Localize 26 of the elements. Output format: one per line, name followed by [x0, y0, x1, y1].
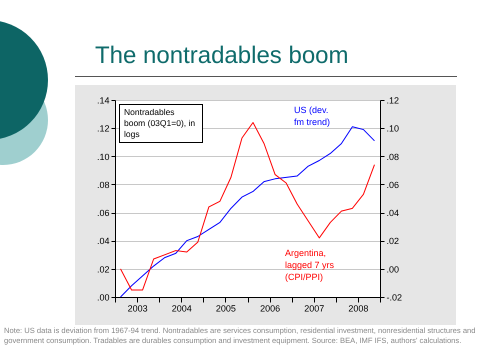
chart-title: The nontradables boom	[95, 42, 348, 70]
y-tick-label: .02	[96, 264, 110, 274]
x-tick-label: 2003	[128, 304, 148, 314]
x-tick-label: 2004	[172, 304, 192, 314]
y-tick-label: .04	[96, 236, 110, 246]
y-tick-label: .10	[96, 152, 110, 162]
x-tick-label: 2005	[216, 304, 236, 314]
y2-tick-label: .10	[386, 124, 400, 134]
y-tick-label: .08	[96, 180, 110, 190]
y-tick-label: .12	[96, 124, 110, 134]
x-tick-label: 2006	[260, 304, 280, 314]
y2-tick-label: .08	[386, 152, 400, 162]
note-box: Nontradables boom (03Q1=0), in logs	[119, 104, 203, 143]
y2-tick-label: -.02	[386, 292, 402, 302]
y-tick-label: .06	[96, 208, 110, 218]
y-tick-label: .14	[96, 96, 110, 106]
x-tick-label: 2007	[304, 304, 324, 314]
y2-tick-label: .00	[386, 264, 400, 274]
y-tick-label: .00	[96, 292, 110, 302]
text: US (dev. fm trend)	[294, 104, 332, 128]
y2-tick-label: .12	[386, 96, 400, 106]
series-label: Argentina, lagged 7 yrs (CPI/PPI)	[285, 247, 336, 283]
y2-tick-label: .06	[386, 180, 400, 190]
y2-tick-label: .02	[386, 236, 400, 246]
x-tick-label: 2008	[348, 304, 368, 314]
y2-tick-label: .04	[386, 208, 400, 218]
